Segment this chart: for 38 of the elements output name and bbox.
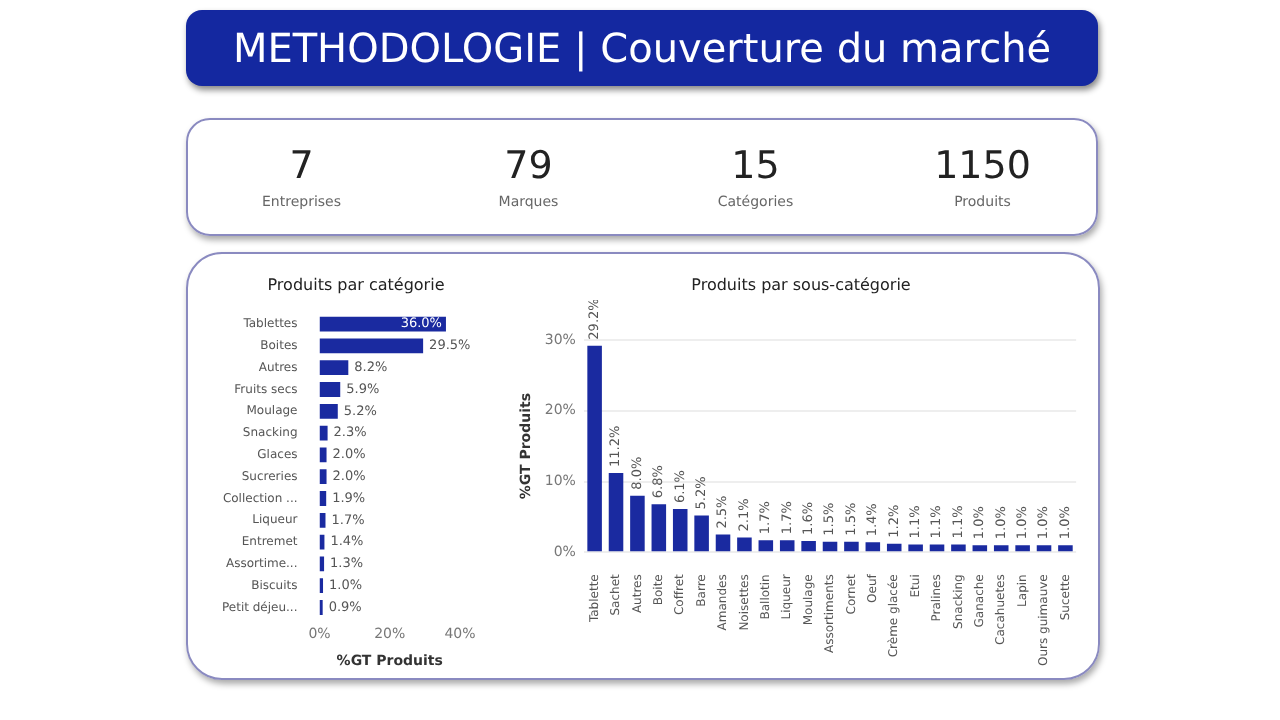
text: 79 [502,144,555,188]
bar [737,537,752,552]
bar [319,360,349,376]
bar [608,473,624,552]
bar [886,543,902,552]
bar [319,382,341,397]
bar [972,545,988,552]
bar [672,509,688,552]
bar [587,345,602,552]
bar [908,544,923,552]
text: METHODOLOGIE | Couverture du marché [186,10,1098,86]
bar [951,544,966,552]
bar [694,515,709,552]
chart-title: Produits par sous-catégorie [689,276,913,298]
bar [319,403,338,419]
bar [865,542,881,552]
chart-title: Produits par catégorie [265,276,447,298]
bar [801,540,816,552]
bar [319,447,327,463]
bar [929,544,945,552]
text: 1150 [932,144,1033,188]
bar [779,540,795,552]
bar [1036,545,1052,552]
bar [993,545,1009,552]
bar [319,338,424,354]
bar [319,491,327,506]
bar [758,540,774,552]
bar [844,541,859,552]
bar [319,425,328,441]
bar [630,495,645,552]
bar [1058,545,1073,552]
bar [715,534,731,552]
bar [1015,545,1030,552]
bar [319,469,327,485]
bar [822,541,838,552]
bar [651,504,667,552]
text: 7 [287,144,316,188]
text: 15 [729,144,782,188]
